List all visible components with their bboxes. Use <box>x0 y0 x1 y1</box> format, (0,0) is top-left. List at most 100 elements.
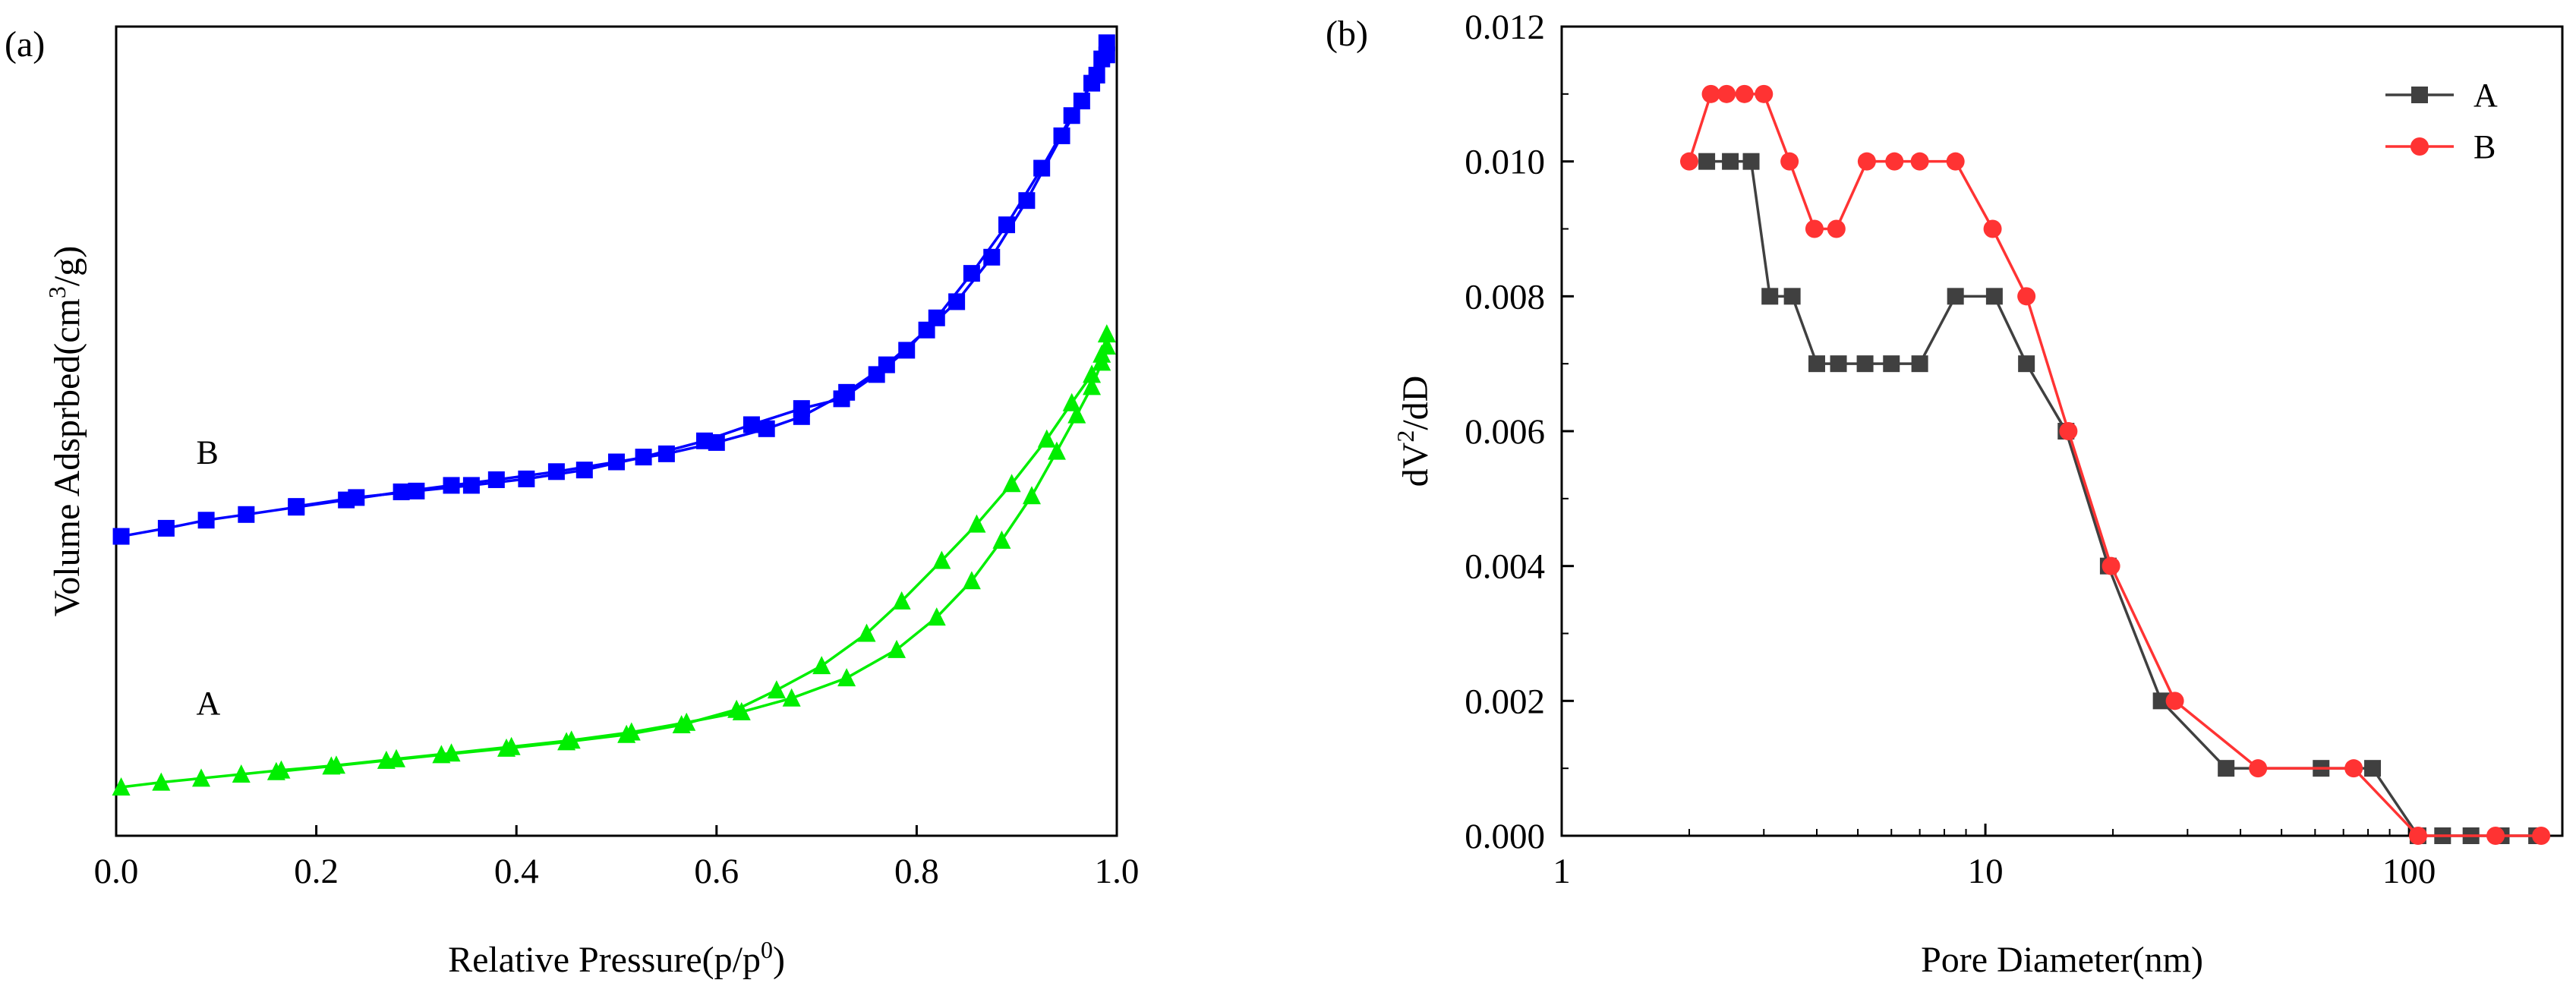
data-point <box>1885 152 1904 171</box>
panel-a-x-ticks: 0.0 0.2 0.4 0.6 0.8 1.0 <box>94 825 1139 891</box>
data-point <box>1679 152 1698 171</box>
data-point <box>1073 93 1090 110</box>
y-tick-label: 0.002 <box>1465 682 1545 721</box>
data-point <box>1018 192 1036 210</box>
data-point <box>967 514 986 533</box>
legend-marker <box>2411 87 2428 103</box>
data-point <box>1047 441 1066 460</box>
data-point <box>557 732 576 751</box>
legend: AB <box>2385 77 2498 165</box>
data-point <box>892 591 911 610</box>
y-tick-label: 0.010 <box>1465 143 1545 182</box>
data-point <box>432 745 451 764</box>
data-point <box>672 714 691 733</box>
data-point <box>1083 377 1102 395</box>
data-point <box>812 656 831 675</box>
data-point <box>547 463 565 481</box>
data-point <box>322 756 341 775</box>
data-point <box>1983 219 2002 238</box>
data-point <box>898 342 916 359</box>
panel-a-y-axis-label: Volume Adsprbed(cm3/g) <box>43 246 87 616</box>
data-point <box>1037 429 1056 448</box>
panel-b-x-ticks: 1 10 100 <box>1553 824 2538 891</box>
series-A-line <box>121 345 1108 789</box>
data-point <box>1062 392 1081 411</box>
x-tick-label: 100 <box>2382 852 2436 891</box>
y-tick-label: 0.008 <box>1465 277 1545 317</box>
data-point <box>635 449 652 466</box>
data-point <box>408 482 425 499</box>
data-point <box>1761 288 1779 305</box>
curve-label-A: A <box>196 685 220 722</box>
legend-item-B: B <box>2385 128 2496 165</box>
data-point <box>1098 34 1115 52</box>
data-point <box>112 777 131 796</box>
panel-b-x-axis-label: Pore Diameter(nm) <box>1921 940 2203 980</box>
data-point <box>1783 288 1801 305</box>
data-point <box>1856 355 1874 373</box>
data-point <box>157 519 175 537</box>
y-tick-label: 0.004 <box>1465 547 1545 587</box>
data-point <box>192 768 211 787</box>
legend-marker <box>2410 137 2429 156</box>
data-point <box>727 699 746 718</box>
series-B <box>1679 84 2551 845</box>
data-point <box>782 688 801 707</box>
x-tick-label: 10 <box>1968 852 2004 891</box>
data-point <box>983 248 1001 266</box>
data-point <box>2408 827 2427 845</box>
data-point <box>1742 153 1760 170</box>
data-point <box>1067 405 1086 424</box>
data-point <box>1911 355 1928 373</box>
legend-label: A <box>2474 77 2498 114</box>
panel-b-label: (b) <box>1326 14 1368 54</box>
data-point <box>1883 355 1900 373</box>
panel-a-x-axis-label: Relative Pressure(p/p0) <box>448 936 785 980</box>
data-point <box>1063 107 1080 124</box>
data-point <box>232 764 251 783</box>
data-point <box>1093 50 1111 68</box>
data-point <box>1701 84 1720 103</box>
data-point <box>888 639 906 658</box>
data-point <box>868 366 885 383</box>
data-point <box>743 416 760 433</box>
data-point <box>1097 324 1116 343</box>
series-A-line <box>1707 159 2537 837</box>
data-point <box>1910 152 1929 171</box>
data-point <box>575 462 593 479</box>
panel-b-y-ticks: 0.000 0.002 0.004 0.006 0.008 0.010 0.012 <box>1465 8 1574 856</box>
y-tick-label: 0.006 <box>1465 412 1545 452</box>
data-point <box>928 309 945 326</box>
panel-a-annotations: BA <box>196 434 220 722</box>
y-tick-label: 0.000 <box>1465 817 1545 856</box>
data-point <box>518 470 535 487</box>
data-point <box>2532 827 2551 845</box>
data-point <box>1780 152 1799 171</box>
data-point <box>998 216 1016 234</box>
data-point <box>1735 84 1754 103</box>
data-point <box>1830 355 1847 373</box>
x-tick-label: 0.2 <box>294 852 339 891</box>
x-tick-label: 1 <box>1553 852 1571 891</box>
x-tick-label: 0.8 <box>894 852 939 891</box>
data-point <box>837 668 856 687</box>
data-point <box>1698 153 1716 170</box>
data-point <box>487 471 505 488</box>
data-point <box>963 265 980 282</box>
data-point <box>857 623 876 642</box>
panel-a: (a) 0.0 0.2 0.4 0.6 0.8 1.0 BA Relative Press… <box>5 24 1139 980</box>
data-point <box>2152 692 2170 710</box>
data-point <box>348 489 365 506</box>
data-point <box>1053 127 1070 144</box>
data-point <box>695 432 713 449</box>
data-point <box>152 772 171 791</box>
data-point <box>1717 84 1736 103</box>
data-point <box>497 738 516 757</box>
data-point <box>1755 84 1774 103</box>
data-point <box>1093 344 1111 363</box>
legend-label: B <box>2474 128 2496 165</box>
data-point <box>1083 364 1102 383</box>
data-point <box>833 390 850 408</box>
panel-a-frame <box>115 25 1118 837</box>
